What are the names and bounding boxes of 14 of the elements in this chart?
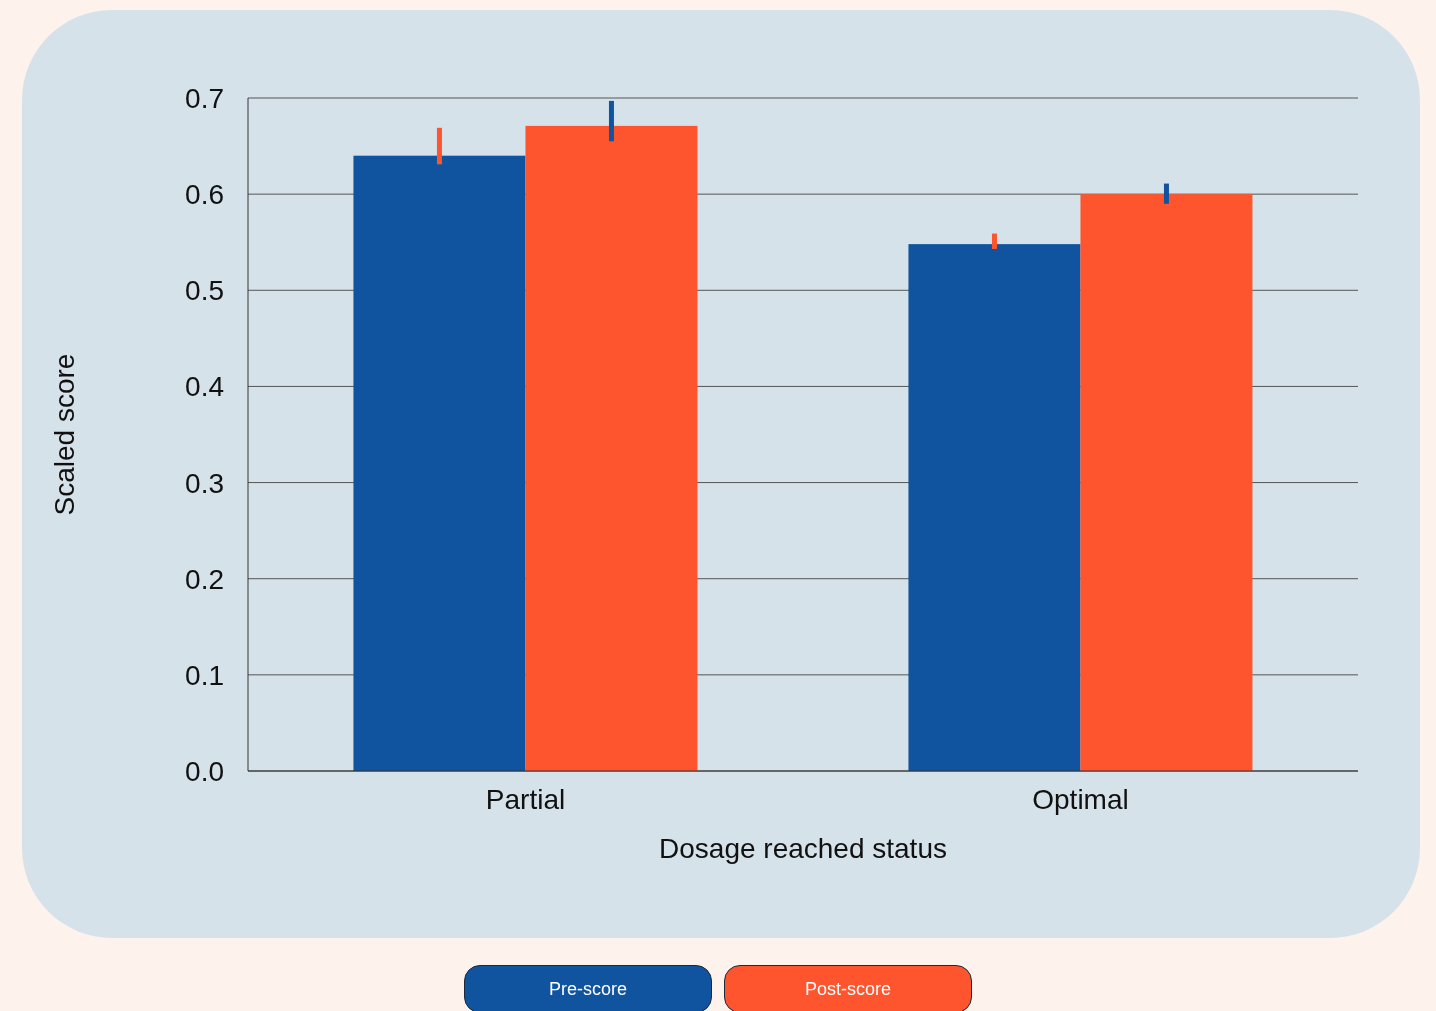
y-tick-label: 0.3 (185, 467, 224, 499)
y-axis-title: Scaled score (48, 353, 80, 516)
x-tick-label: Partial (485, 783, 566, 815)
x-axis-title: Dosage reached status (659, 833, 947, 864)
y-tick-label: 0.4 (185, 371, 224, 403)
y-tick-label: 0.2 (185, 563, 224, 595)
text: Post-score (804, 978, 892, 1000)
x-tick-label: Optimal (1032, 783, 1129, 815)
y-tick-label: 0.0 (185, 755, 224, 787)
y-tick-label: 0.5 (185, 275, 224, 307)
y-tick-label: 0.7 (185, 82, 224, 114)
y-tick-label: 0.1 (185, 659, 224, 691)
y-tick-label: 0.6 (185, 179, 224, 211)
text: Pre-score (548, 978, 628, 1000)
